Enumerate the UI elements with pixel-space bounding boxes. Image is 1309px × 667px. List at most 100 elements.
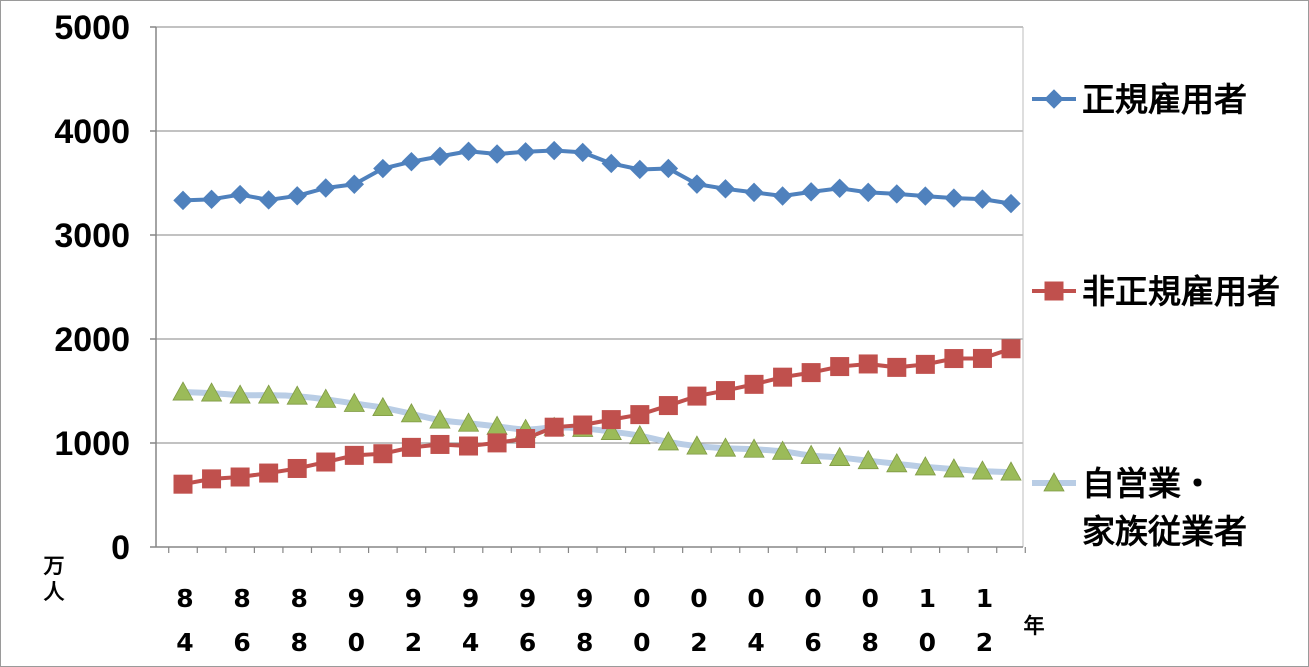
data-point-series-1 (344, 174, 365, 194)
legend-label-2: 非正規雇用者 (1082, 272, 1280, 311)
data-point-series-2 (944, 349, 964, 369)
data-point-series-2 (344, 445, 364, 465)
data-point-series-3 (400, 403, 423, 423)
data-point-series-1 (515, 142, 536, 162)
data-point-series-1 (658, 158, 679, 179)
data-point-series-2 (687, 386, 707, 406)
x-tick-label-top: 1 (919, 584, 936, 613)
data-point-series-2 (573, 415, 593, 435)
data-point-series-1 (430, 146, 450, 167)
x-tick-label-top: 1 (976, 584, 993, 613)
x-tick-label-bottom: 6 (519, 628, 536, 657)
data-point-series-2 (601, 410, 621, 430)
data-point-series-2 (487, 433, 507, 453)
data-point-series-1 (944, 188, 964, 208)
data-point-series-1 (744, 182, 764, 203)
legend-label-3: 自営業・ (1082, 464, 1214, 503)
data-point-series-3 (771, 440, 794, 460)
data-point-series-2 (858, 354, 878, 374)
y-tick-label: 4000 (54, 113, 130, 151)
data-point-series-2 (373, 444, 393, 464)
y-tick-label: 1000 (54, 425, 130, 463)
x-tick-label-bottom: 6 (233, 628, 250, 657)
x-tick-label-top: 0 (862, 584, 879, 613)
x-unit-label: 年 (1024, 614, 1045, 638)
data-point-series-1 (972, 189, 993, 209)
x-tick-label-top: 8 (233, 584, 250, 613)
x-tick-label-top: 8 (291, 584, 308, 613)
y-tick-label: 5000 (54, 9, 130, 47)
x-tick-label-top: 0 (633, 584, 650, 613)
data-point-series-3 (914, 456, 937, 476)
data-point-series-2 (1001, 339, 1021, 359)
data-point-series-3 (257, 384, 280, 404)
series-line-1 (182, 148, 1012, 206)
x-tick-label-top: 9 (348, 584, 365, 613)
x-tick-label-top: 9 (519, 584, 536, 613)
data-point-series-3 (200, 382, 223, 402)
x-tick-label-top: 0 (690, 584, 707, 613)
data-point-series-1 (487, 144, 507, 164)
x-tick-label-bottom: 6 (804, 628, 821, 657)
data-point-series-3 (372, 396, 394, 417)
x-tick-label-bottom: 0 (633, 628, 650, 657)
data-point-series-3 (714, 437, 737, 457)
data-point-series-3 (886, 452, 908, 473)
data-point-series-2 (173, 474, 193, 494)
x-tick-label-bottom: 4 (747, 628, 764, 657)
data-point-series-2 (915, 354, 935, 374)
data-point-series-1 (601, 153, 621, 174)
data-point-series-2 (259, 463, 279, 483)
x-tick-label-bottom: 2 (690, 628, 707, 657)
data-point-series-1 (258, 190, 279, 210)
data-point-series-1 (1001, 193, 1021, 214)
data-point-series-2 (630, 405, 650, 425)
y-unit-label: 人 (44, 580, 65, 604)
y-unit-label: 万 (43, 554, 65, 578)
y-tick-label: 0 (111, 529, 130, 567)
data-point-series-1 (201, 189, 222, 210)
x-tick-label-top: 8 (176, 584, 193, 613)
data-point-series-2 (773, 367, 793, 387)
x-tick-label-bottom: 2 (976, 628, 993, 657)
data-point-series-1 (715, 179, 736, 199)
y-tick-label: 3000 (54, 217, 130, 255)
data-point-series-3 (229, 384, 251, 404)
data-point-series-3 (343, 392, 365, 412)
data-point-series-2 (287, 458, 307, 478)
x-tick-label-bottom: 8 (291, 628, 308, 657)
data-point-series-3 (315, 388, 337, 408)
data-point-series-2 (459, 436, 479, 456)
data-point-series-1 (772, 186, 793, 206)
legend-label-1: 正規雇用者 (1082, 80, 1247, 119)
data-point-series-3 (857, 449, 879, 470)
data-point-series-3 (943, 458, 965, 478)
data-point-series-3 (429, 409, 451, 429)
x-tick-label-bottom: 4 (176, 628, 193, 657)
data-point-series-1 (858, 182, 878, 203)
data-point-series-2 (658, 396, 678, 416)
data-point-series-3 (743, 438, 765, 458)
data-point-series-2 (972, 348, 992, 368)
legend-marker-1 (1044, 89, 1064, 109)
data-point-series-1 (801, 182, 821, 202)
data-point-series-2 (430, 434, 450, 454)
x-tick-label-bottom: 2 (405, 628, 422, 657)
data-point-series-3 (657, 431, 680, 451)
x-tick-label-top: 9 (405, 584, 422, 613)
x-tick-label-bottom: 4 (462, 628, 479, 657)
data-point-series-1 (915, 186, 936, 206)
x-tick-label-bottom: 8 (862, 628, 879, 657)
data-point-series-2 (887, 357, 907, 377)
data-point-series-1 (887, 184, 907, 204)
x-tick-label-bottom: 8 (576, 628, 593, 657)
data-point-series-1 (373, 158, 393, 179)
data-point-series-3 (686, 435, 708, 455)
data-point-series-1 (287, 186, 307, 206)
data-point-series-3 (971, 460, 994, 480)
data-point-series-1 (544, 140, 564, 161)
data-point-series-1 (573, 142, 593, 163)
data-point-series-2 (744, 374, 764, 394)
x-tick-label-top: 0 (804, 584, 821, 613)
